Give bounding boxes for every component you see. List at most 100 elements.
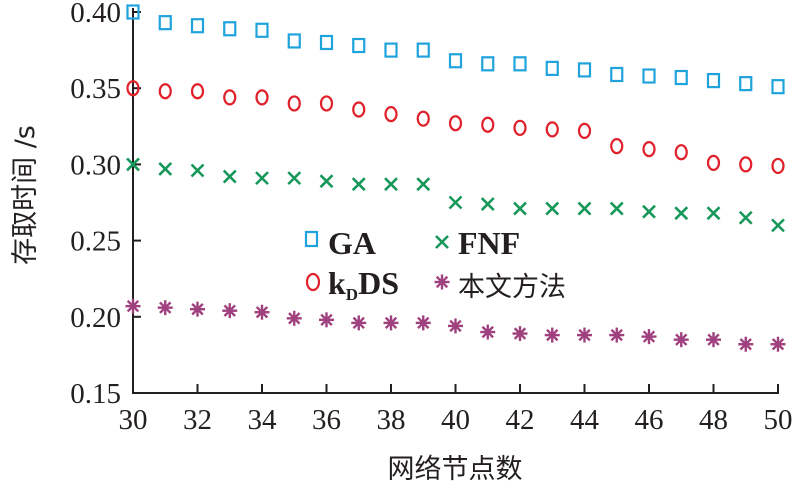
- point-circle-48: [706, 154, 721, 171]
- legend-label-proposed: 本文方法: [458, 272, 566, 303]
- x-tick-label: 30: [119, 404, 148, 436]
- point-asterisk-33: [222, 303, 238, 319]
- point-square-38: [384, 42, 398, 58]
- point-x-37: [351, 177, 366, 192]
- point-asterisk-45: [609, 327, 625, 343]
- point-circle-47: [674, 144, 688, 161]
- point-x-35: [287, 171, 302, 186]
- point-circle-46: [642, 141, 656, 158]
- point-asterisk-36: [319, 312, 334, 328]
- point-x-46: [642, 204, 656, 219]
- point-circle-44: [577, 122, 592, 139]
- point-asterisk-39: [415, 315, 431, 331]
- legend: GA FNF kDDS 本文方法: [304, 225, 566, 304]
- point-square-35: [287, 33, 301, 49]
- point-circle-35: [287, 95, 301, 112]
- point-asterisk-30: [125, 298, 141, 314]
- point-x-34: [255, 171, 269, 186]
- point-x-30: [126, 157, 140, 172]
- point-x-32: [190, 163, 205, 178]
- y-tick-label: 0.15: [70, 378, 121, 410]
- point-circle-39: [416, 110, 430, 127]
- x-tick-label: 38: [377, 404, 406, 436]
- x-tick-label: 48: [699, 404, 728, 436]
- point-square-34: [255, 22, 269, 38]
- y-tick-label: 0.20: [70, 302, 121, 334]
- point-x-43: [545, 201, 560, 216]
- point-square-40: [448, 53, 463, 69]
- point-x-40: [448, 195, 463, 210]
- point-square-42: [513, 56, 527, 72]
- point-x-38: [384, 177, 398, 192]
- point-asterisk-47: [673, 332, 689, 348]
- legend-marker-fnf: [435, 235, 449, 249]
- point-asterisk-48: [706, 332, 721, 348]
- point-square-41: [481, 56, 495, 72]
- point-circle-50: [771, 157, 785, 175]
- x-axis-label: 网络节点数: [388, 454, 523, 485]
- point-square-33: [223, 21, 237, 37]
- axes: 30 32 34 36 38 40 42 44 46 48 50 0.15 0.20 0.25 0.30 0.…: [70, 0, 792, 436]
- point-square-30: [126, 4, 140, 20]
- point-square-36: [319, 34, 334, 51]
- point-asterisk-32: [190, 301, 205, 317]
- point-x-33: [222, 169, 237, 184]
- point-asterisk-34: [254, 304, 270, 320]
- y-axis-label: 存取时间 /s: [10, 125, 41, 265]
- point-x-36: [319, 174, 334, 189]
- point-circle-43: [545, 121, 559, 138]
- legend-marker-ga: [304, 230, 319, 248]
- point-circle-31: [158, 83, 172, 100]
- point-asterisk-43: [544, 327, 560, 343]
- point-asterisk-50: [770, 336, 786, 352]
- legend-marker-proposed: [434, 274, 450, 290]
- point-x-41: [480, 197, 495, 211]
- point-x-48: [706, 206, 721, 221]
- point-square-49: [739, 76, 753, 92]
- point-x-45: [609, 201, 624, 216]
- x-tick-label: 40: [441, 404, 470, 436]
- point-circle-49: [739, 156, 753, 173]
- point-square-44: [577, 62, 592, 78]
- point-circle-32: [190, 83, 205, 100]
- y-tick-label: 0.40: [70, 0, 121, 29]
- x-tick-label: 34: [248, 404, 278, 436]
- point-square-50: [771, 79, 785, 95]
- point-square-47: [674, 69, 688, 86]
- legend-label-kds: kDDS: [328, 265, 399, 304]
- point-x-42: [513, 201, 527, 216]
- point-x-47: [674, 206, 689, 221]
- point-circle-40: [448, 115, 463, 132]
- point-asterisk-35: [286, 310, 302, 326]
- point-x-49: [738, 210, 753, 225]
- point-circle-41: [481, 116, 495, 133]
- x-tick-label: 36: [312, 404, 341, 436]
- point-square-43: [545, 60, 559, 76]
- point-asterisk-31: [157, 300, 173, 316]
- point-square-32: [190, 18, 205, 34]
- point-circle-30: [126, 80, 140, 97]
- point-circle-36: [319, 95, 334, 112]
- legend-label-ga: GA: [328, 225, 376, 261]
- x-tick-label: 44: [570, 404, 600, 436]
- point-square-45: [610, 66, 624, 83]
- point-asterisk-37: [351, 315, 367, 331]
- legend-marker-kds: [305, 272, 321, 292]
- point-asterisk-38: [383, 315, 399, 331]
- point-square-39: [416, 42, 430, 58]
- point-square-37: [352, 37, 366, 54]
- point-circle-38: [384, 106, 398, 123]
- point-x-39: [416, 177, 431, 192]
- point-asterisk-46: [641, 329, 657, 345]
- point-square-48: [706, 72, 721, 89]
- point-square-46: [642, 68, 656, 84]
- point-x-31: [158, 162, 173, 176]
- data-marks: [125, 4, 786, 352]
- y-tick-label: 0.35: [70, 73, 121, 105]
- point-circle-45: [610, 138, 624, 155]
- point-circle-42: [513, 119, 527, 136]
- point-asterisk-41: [480, 324, 496, 340]
- point-circle-34: [255, 89, 269, 106]
- point-asterisk-40: [448, 318, 463, 334]
